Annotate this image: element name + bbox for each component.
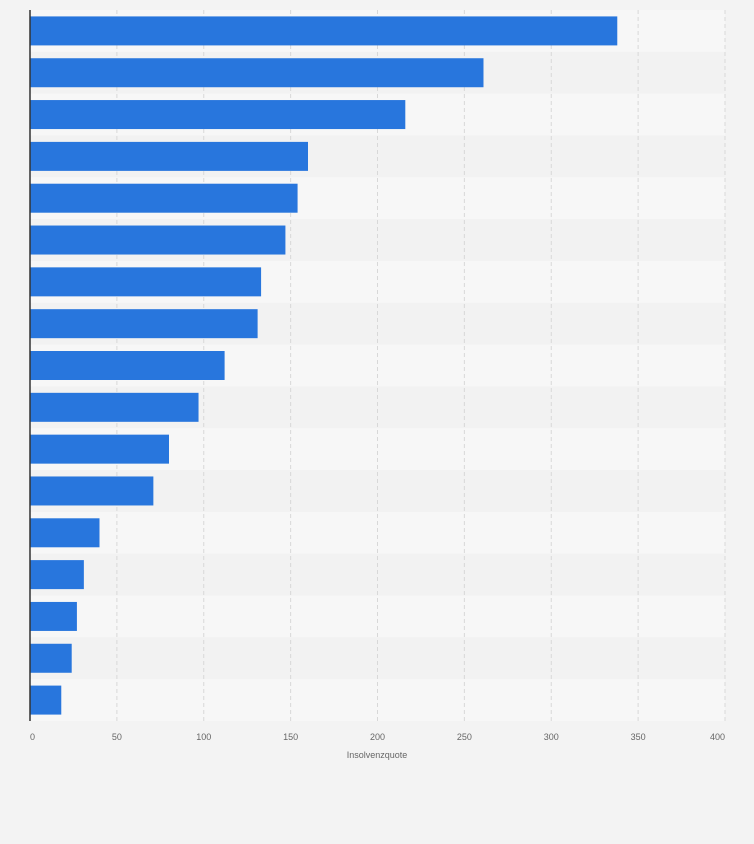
bar [30, 518, 100, 548]
x-tick-labels: 0 50 100 150 200 250 300 350 400 [30, 732, 725, 742]
bar [30, 141, 308, 171]
bar [30, 309, 258, 339]
bar [30, 434, 169, 464]
bar [30, 267, 262, 297]
row-band [30, 637, 725, 680]
bar [30, 183, 298, 213]
bars [30, 16, 618, 715]
x-tick-label: 400 [710, 732, 725, 742]
row-band [30, 511, 725, 554]
bar [30, 225, 286, 255]
x-axis-label: Insolvenzquote [347, 750, 408, 760]
bar [30, 685, 62, 715]
x-tick-label: 150 [283, 732, 298, 742]
x-tick-label: 0 [30, 732, 35, 742]
bar [30, 643, 72, 673]
bar [30, 100, 406, 130]
x-tick-label: 200 [370, 732, 385, 742]
x-tick-label: 100 [196, 732, 211, 742]
x-tick-label: 350 [631, 732, 646, 742]
bar [30, 351, 225, 380]
row-band [30, 595, 725, 638]
row-band [30, 553, 725, 596]
bar [30, 392, 199, 422]
bar [30, 58, 484, 88]
bar [30, 601, 77, 631]
x-tick-label: 300 [544, 732, 559, 742]
bar [30, 560, 84, 590]
row-band [30, 679, 725, 721]
x-tick-label: 250 [457, 732, 472, 742]
bar [30, 16, 618, 46]
bar [30, 476, 154, 506]
x-tick-label: 50 [112, 732, 122, 742]
